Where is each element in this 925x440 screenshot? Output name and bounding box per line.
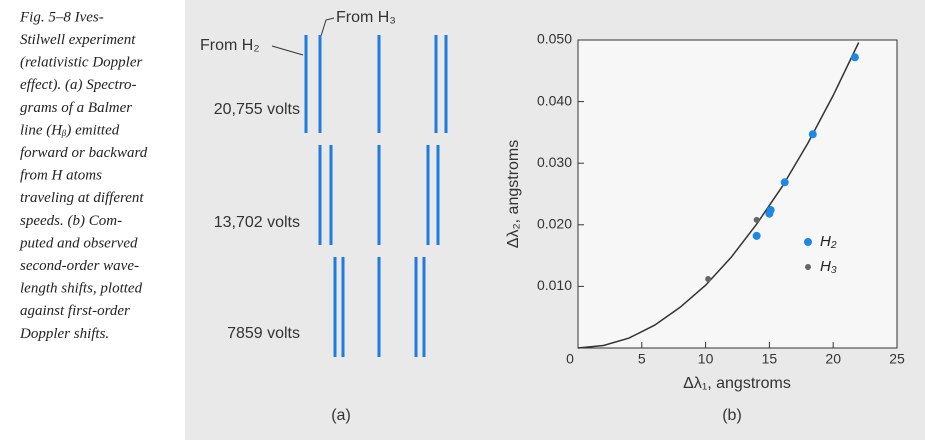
legend-label: H₂ [820,233,837,250]
x-tick-label: 20 [825,351,841,367]
caption-line: traveling at different [20,190,144,206]
caption-line: Stilwell experiment [20,32,136,48]
x-tick-label: 10 [698,351,714,367]
y-tick-label: 0.020 [537,216,572,232]
leader [320,17,335,37]
caption-line: second-order wave- [20,258,139,274]
legend-marker [805,264,811,270]
data-point [765,209,774,218]
caption-line: (relativistic Doppler [20,55,142,71]
caption-line: line (Hᵦ) emitted [20,122,120,138]
data-point [752,231,761,240]
x-tick-label: 25 [889,351,905,367]
leader [271,45,304,56]
caption-line: puted and observed [19,235,138,251]
from-h3-label: From H₃ [336,9,396,26]
data-point [850,53,859,62]
caption-line: effect). (a) Spectro- [20,77,136,93]
from-h2-label: From H₂ [200,37,260,54]
data-point [705,276,712,283]
caption-line: against first-order [20,303,130,319]
x-tick-label: 15 [762,351,778,367]
diagram-caption: (a) [331,407,351,424]
legend-marker [804,238,812,246]
x-tick-label: 5 [638,351,646,367]
caption-line: length shifts, plotted [20,281,143,297]
y-tick-label: 0.040 [537,92,572,108]
caption-line: grams of a Balmer [20,100,132,116]
caption-line: forward or backward [20,145,148,161]
plot-area [577,39,898,349]
caption-line: Doppler shifts. [19,326,109,342]
caption-line: from H atoms [20,168,102,184]
y-tick-label: 0.010 [537,277,572,293]
x-tick-label: 0 [566,351,574,367]
caption-line: speeds. (b) Com- [20,213,122,229]
caption: Fig. 5–8 Ives- Stilwell experiment (relati… [19,9,148,341]
chart-caption: (b) [722,407,742,424]
caption-line: Fig. 5–8 Ives- [19,9,104,25]
data-point [780,178,789,187]
legend-label: H₃ [820,258,837,275]
voltage-label: 20,755 volts [214,101,300,118]
voltage-label: 13,702 volts [214,214,300,231]
y-tick-label: 0.050 [537,31,572,47]
y-tick-label: 0.030 [537,154,572,170]
spectrogram [304,35,448,357]
data-point [753,216,760,223]
voltage-label: 7859 volts [227,325,300,342]
y-axis-label: Δλ₂, angstroms [505,140,522,248]
data-point [808,130,817,139]
plot: 0 5 10 15 20 25 0.010 0.020 0.030 0.040 0.050 H₂ H₃ [537,31,905,367]
x-axis-label: Δλ₁, angstroms [683,375,791,392]
